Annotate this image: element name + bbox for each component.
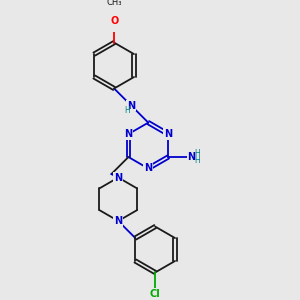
Text: O: O — [110, 16, 118, 26]
Text: N: N — [124, 129, 133, 139]
Text: N: N — [164, 129, 172, 139]
Text: N: N — [188, 152, 196, 162]
Text: N: N — [114, 216, 122, 226]
Text: N: N — [127, 100, 135, 111]
Text: H: H — [195, 156, 200, 165]
Text: N: N — [144, 164, 152, 173]
Text: CH₃: CH₃ — [106, 0, 122, 7]
Text: H: H — [195, 149, 200, 158]
Text: Cl: Cl — [150, 289, 160, 299]
Text: H: H — [124, 106, 130, 115]
Text: N: N — [114, 172, 122, 182]
